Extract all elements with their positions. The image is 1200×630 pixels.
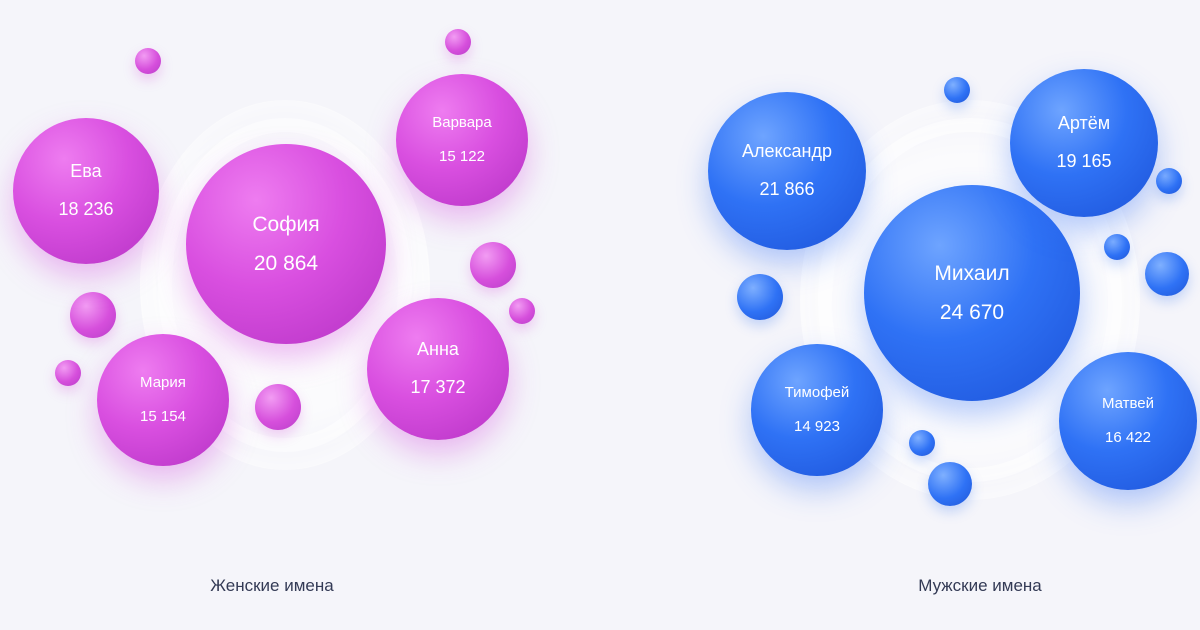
bubble-female-1: Ева 18 236	[13, 118, 159, 264]
decorative-dot	[135, 48, 161, 74]
decorative-dot	[737, 274, 783, 320]
female-caption: Женские имена	[210, 576, 334, 595]
bubble-male-1: Александр 21 866	[707, 91, 867, 251]
bubble-male-4: Тимофей 14 923	[751, 344, 883, 476]
decorative-dot	[1156, 168, 1182, 194]
male-caption: Мужские имена	[918, 576, 1042, 595]
decorative-dot	[55, 360, 81, 386]
bubble-female-0: София 20 864	[186, 144, 386, 344]
bubble-male-3: Матвей 16 422	[1059, 352, 1197, 490]
bubble-male-0: Михаил 24 670	[864, 185, 1080, 401]
decorative-dot	[909, 430, 935, 456]
bubble-name: Тимофей	[784, 383, 850, 401]
bubble-name: Матвей	[1101, 394, 1155, 412]
decorative-dot	[1145, 252, 1189, 296]
bubble-name: Ева	[70, 161, 102, 182]
bubble-name: Артём	[1057, 113, 1111, 134]
decorative-dot	[70, 292, 116, 338]
bubble-female-3: Мария 15 154	[96, 333, 230, 467]
bubble-name: Мария	[140, 373, 186, 391]
bubble-value: 14 923	[794, 417, 840, 435]
decorative-dot	[1104, 234, 1130, 260]
bubble-name: София	[252, 212, 320, 236]
decorative-dot	[470, 242, 516, 288]
bubble-name: Варвара	[432, 113, 492, 131]
bubble-value: 15 154	[140, 407, 186, 425]
decorative-dot	[944, 77, 970, 103]
bubble-name: Анна	[417, 339, 459, 360]
bubble-name: Александр	[741, 141, 833, 162]
bubble-value: 16 422	[1105, 428, 1151, 446]
bubble-value: 18 236	[58, 198, 114, 219]
bubble-female-2: Анна 17 372	[366, 297, 510, 441]
bubble-value: 15 122	[439, 147, 485, 165]
bubble-name: Михаил	[934, 261, 1010, 285]
bubble-female-4: Варвара 15 122	[395, 73, 529, 207]
decorative-dot	[928, 462, 972, 506]
bubble-value: 24 670	[939, 301, 1005, 324]
decorative-dot	[509, 298, 535, 324]
bubble-value: 20 864	[253, 252, 319, 275]
bubble-value: 17 372	[410, 376, 466, 397]
decorative-dot	[445, 29, 471, 55]
bubble-male-2: Артём 19 165	[1009, 68, 1159, 218]
bubble-value: 21 866	[759, 178, 815, 199]
bubble-value: 19 165	[1056, 150, 1112, 171]
decorative-dot	[255, 384, 301, 430]
